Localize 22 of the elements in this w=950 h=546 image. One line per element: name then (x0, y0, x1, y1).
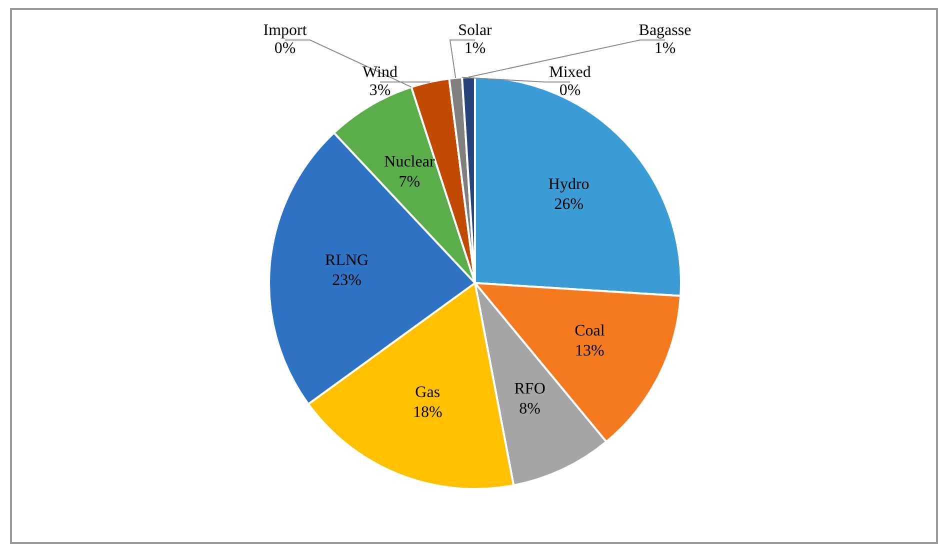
data-label: 23% (332, 272, 362, 290)
slice-label: RLNG (325, 252, 370, 270)
slice-label: Coal (574, 322, 606, 340)
slice-label: RFO (514, 380, 546, 398)
data-label: 8% (519, 400, 540, 418)
slice-label: Hydro (548, 176, 590, 194)
slice-label: Wind (362, 64, 398, 82)
data-label: 7% (398, 173, 420, 190)
data-label: 18% (412, 404, 442, 421)
data-label: 1% (654, 40, 676, 58)
slice-label: Bagasse (638, 22, 692, 40)
text: 0% (274, 40, 296, 58)
category-label: Mixed (549, 64, 591, 82)
data-label: 3% (369, 82, 391, 100)
data-label: 13% (575, 342, 604, 360)
slice-label: Gas (415, 384, 440, 401)
text: 0% (559, 82, 581, 100)
data-label: 1% (464, 40, 486, 58)
slice-label: Solar (458, 22, 493, 40)
data-label: 26% (554, 196, 584, 214)
category-label: Import (263, 22, 307, 40)
slice-label: Nuclear (384, 153, 436, 170)
